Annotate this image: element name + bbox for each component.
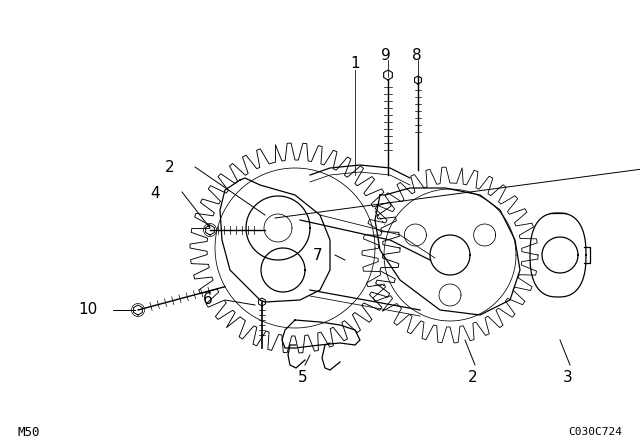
Text: 2: 2 [165, 159, 175, 175]
Text: 9: 9 [381, 47, 391, 63]
Text: 8: 8 [412, 47, 422, 63]
Text: 6: 6 [203, 293, 213, 307]
Text: 5: 5 [298, 370, 308, 385]
Text: 1: 1 [350, 56, 360, 70]
Text: 4: 4 [150, 185, 160, 201]
Text: 2: 2 [468, 370, 478, 385]
Text: M50: M50 [18, 426, 40, 439]
Text: C030C724: C030C724 [568, 427, 622, 437]
Text: 10: 10 [78, 302, 98, 318]
Text: 3: 3 [563, 370, 573, 385]
Text: 7: 7 [313, 247, 323, 263]
